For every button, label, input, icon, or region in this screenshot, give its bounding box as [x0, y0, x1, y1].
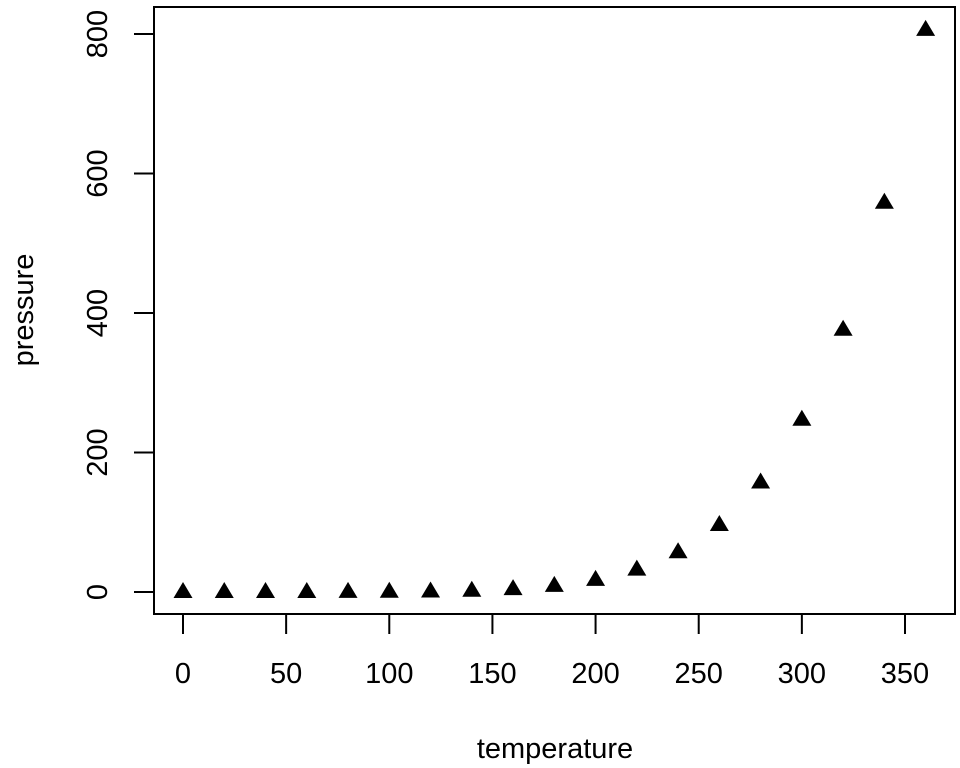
- data-point-triangle-icon: [627, 559, 647, 576]
- x-axis: 0 50 100 150 200 250 300 350: [175, 613, 929, 690]
- data-point-triangle-icon: [421, 581, 441, 598]
- y-tick-label: 200: [82, 428, 114, 476]
- plot-frame: [153, 6, 956, 615]
- data-point-triangle-icon: [173, 581, 193, 598]
- data-point-triangle-icon: [586, 569, 606, 586]
- data-point-triangle-icon: [916, 19, 936, 36]
- y-tick-label: 0: [82, 584, 114, 600]
- data-point-triangle-icon: [668, 542, 688, 559]
- x-tick-label: 100: [365, 658, 413, 690]
- data-point-triangle-icon: [833, 319, 853, 336]
- data-point-triangle-icon: [792, 409, 812, 426]
- y-axis: 0 200 400 600 800: [82, 10, 155, 600]
- x-tick-label: 0: [175, 658, 191, 690]
- x-tick-label: 200: [571, 658, 619, 690]
- data-point-triangle-icon: [379, 581, 399, 598]
- x-tick-label: 300: [778, 658, 826, 690]
- data-point-triangle-icon: [544, 575, 564, 592]
- data-point-triangle-icon: [462, 580, 482, 597]
- data-point-triangle-icon: [751, 472, 771, 489]
- data-point-triangle-icon: [874, 192, 894, 209]
- data-point-triangle-icon: [214, 581, 234, 598]
- data-point-triangle-icon: [503, 579, 523, 596]
- y-tick-label: 800: [82, 10, 114, 58]
- x-axis-label: temperature: [477, 733, 633, 765]
- x-tick-label: 250: [675, 658, 723, 690]
- x-tick-label: 50: [270, 658, 302, 690]
- y-tick-label: 400: [82, 289, 114, 337]
- data-points: [173, 19, 936, 598]
- y-tick-label: 600: [82, 149, 114, 197]
- y-axis-label: pressure: [8, 254, 40, 367]
- x-tick-label: 150: [468, 658, 516, 690]
- data-point-triangle-icon: [709, 515, 729, 532]
- data-point-triangle-icon: [297, 581, 317, 598]
- data-point-triangle-icon: [256, 581, 276, 598]
- data-point-triangle-icon: [338, 581, 358, 598]
- x-tick-label: 350: [881, 658, 929, 690]
